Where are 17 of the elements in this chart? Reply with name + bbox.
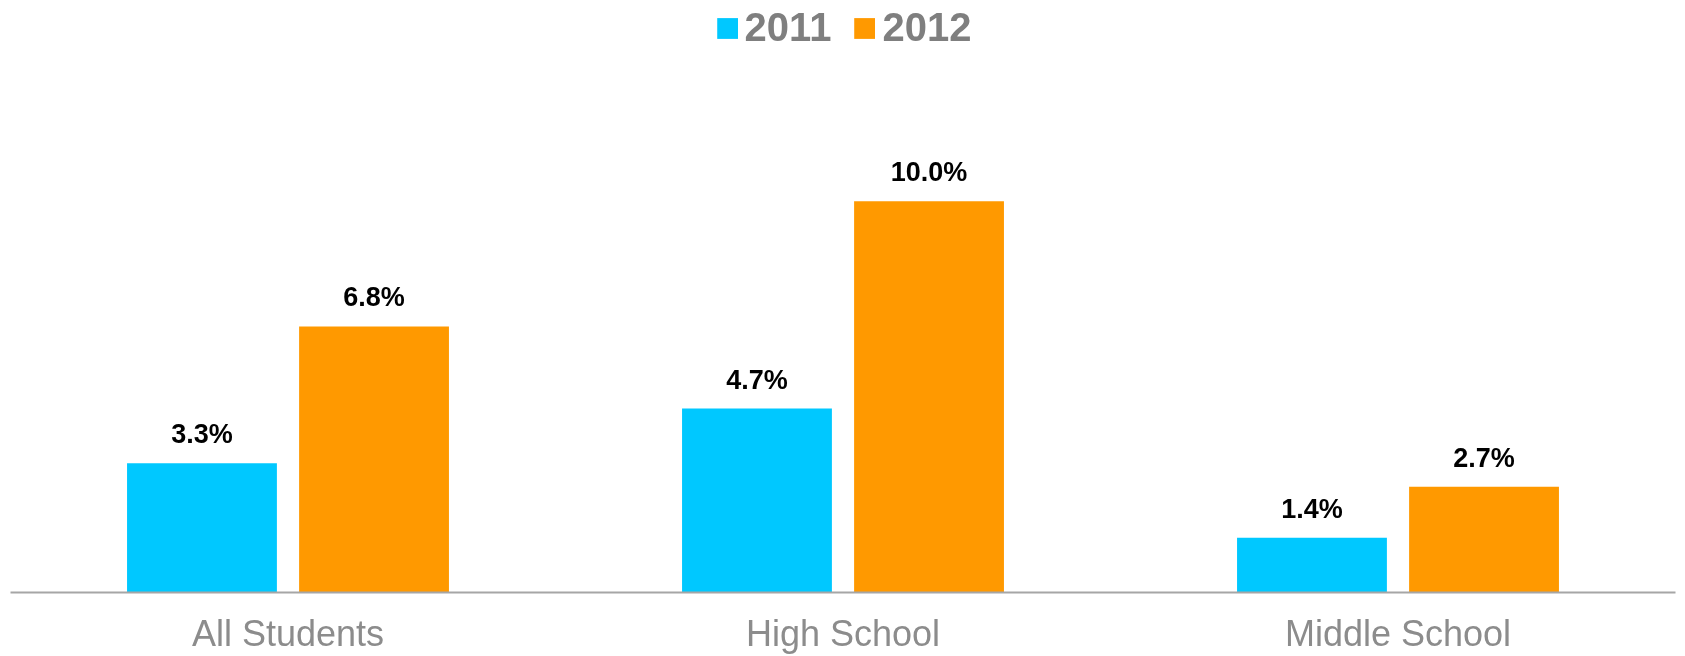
x-tick-label: High School bbox=[745, 612, 941, 654]
bar bbox=[1237, 537, 1387, 593]
bar bbox=[682, 408, 832, 593]
data-label: 6.8% bbox=[343, 282, 405, 313]
legend-label: 2011 bbox=[744, 5, 832, 50]
data-label: 10.0% bbox=[890, 157, 968, 188]
data-label: 1.4% bbox=[1281, 493, 1343, 524]
bar bbox=[127, 463, 277, 593]
data-label: 2.7% bbox=[1453, 442, 1515, 473]
data-label: 4.7% bbox=[726, 364, 788, 395]
data-label: 3.3% bbox=[171, 419, 233, 450]
legend-label: 2012 bbox=[882, 5, 972, 50]
bar bbox=[299, 326, 449, 593]
x-tick-label: Middle School bbox=[1284, 612, 1512, 654]
bar bbox=[854, 201, 1004, 593]
bar bbox=[1409, 486, 1559, 593]
x-tick-label: All Students bbox=[191, 612, 385, 654]
